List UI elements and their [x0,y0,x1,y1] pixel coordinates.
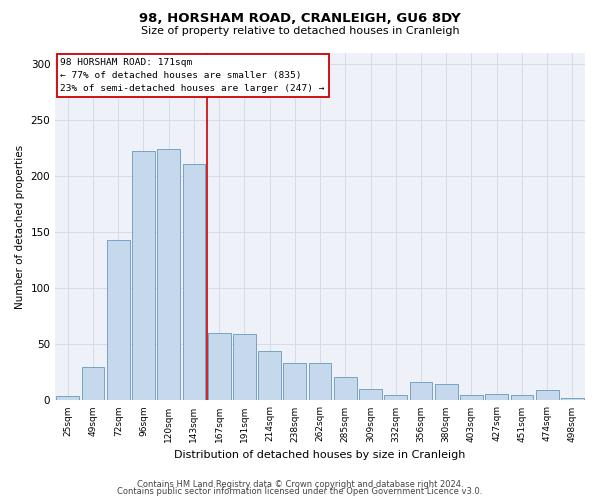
Text: Size of property relative to detached houses in Cranleigh: Size of property relative to detached ho… [140,26,460,36]
Bar [561,398,584,400]
Bar [410,382,433,400]
Bar [460,395,483,400]
Bar [485,394,508,400]
Bar [82,367,104,400]
Bar [359,389,382,400]
Bar [208,333,230,400]
Bar [182,164,205,400]
Bar [233,334,256,400]
Bar [283,364,306,401]
Bar [258,351,281,401]
Bar [435,384,458,400]
Y-axis label: Number of detached properties: Number of detached properties [15,144,25,308]
Text: Contains public sector information licensed under the Open Government Licence v3: Contains public sector information licen… [118,487,482,496]
Bar [56,396,79,400]
Text: 98, HORSHAM ROAD, CRANLEIGH, GU6 8DY: 98, HORSHAM ROAD, CRANLEIGH, GU6 8DY [139,12,461,26]
Bar [309,364,331,401]
Bar [157,149,180,401]
X-axis label: Distribution of detached houses by size in Cranleigh: Distribution of detached houses by size … [175,450,466,460]
Bar [107,240,130,400]
Bar [334,377,356,400]
Bar [536,390,559,400]
Bar [132,152,155,400]
Text: Contains HM Land Registry data © Crown copyright and database right 2024.: Contains HM Land Registry data © Crown c… [137,480,463,489]
Text: 98 HORSHAM ROAD: 171sqm
← 77% of detached houses are smaller (835)
23% of semi-d: 98 HORSHAM ROAD: 171sqm ← 77% of detache… [61,58,325,93]
Bar [511,395,533,400]
Bar [385,395,407,400]
